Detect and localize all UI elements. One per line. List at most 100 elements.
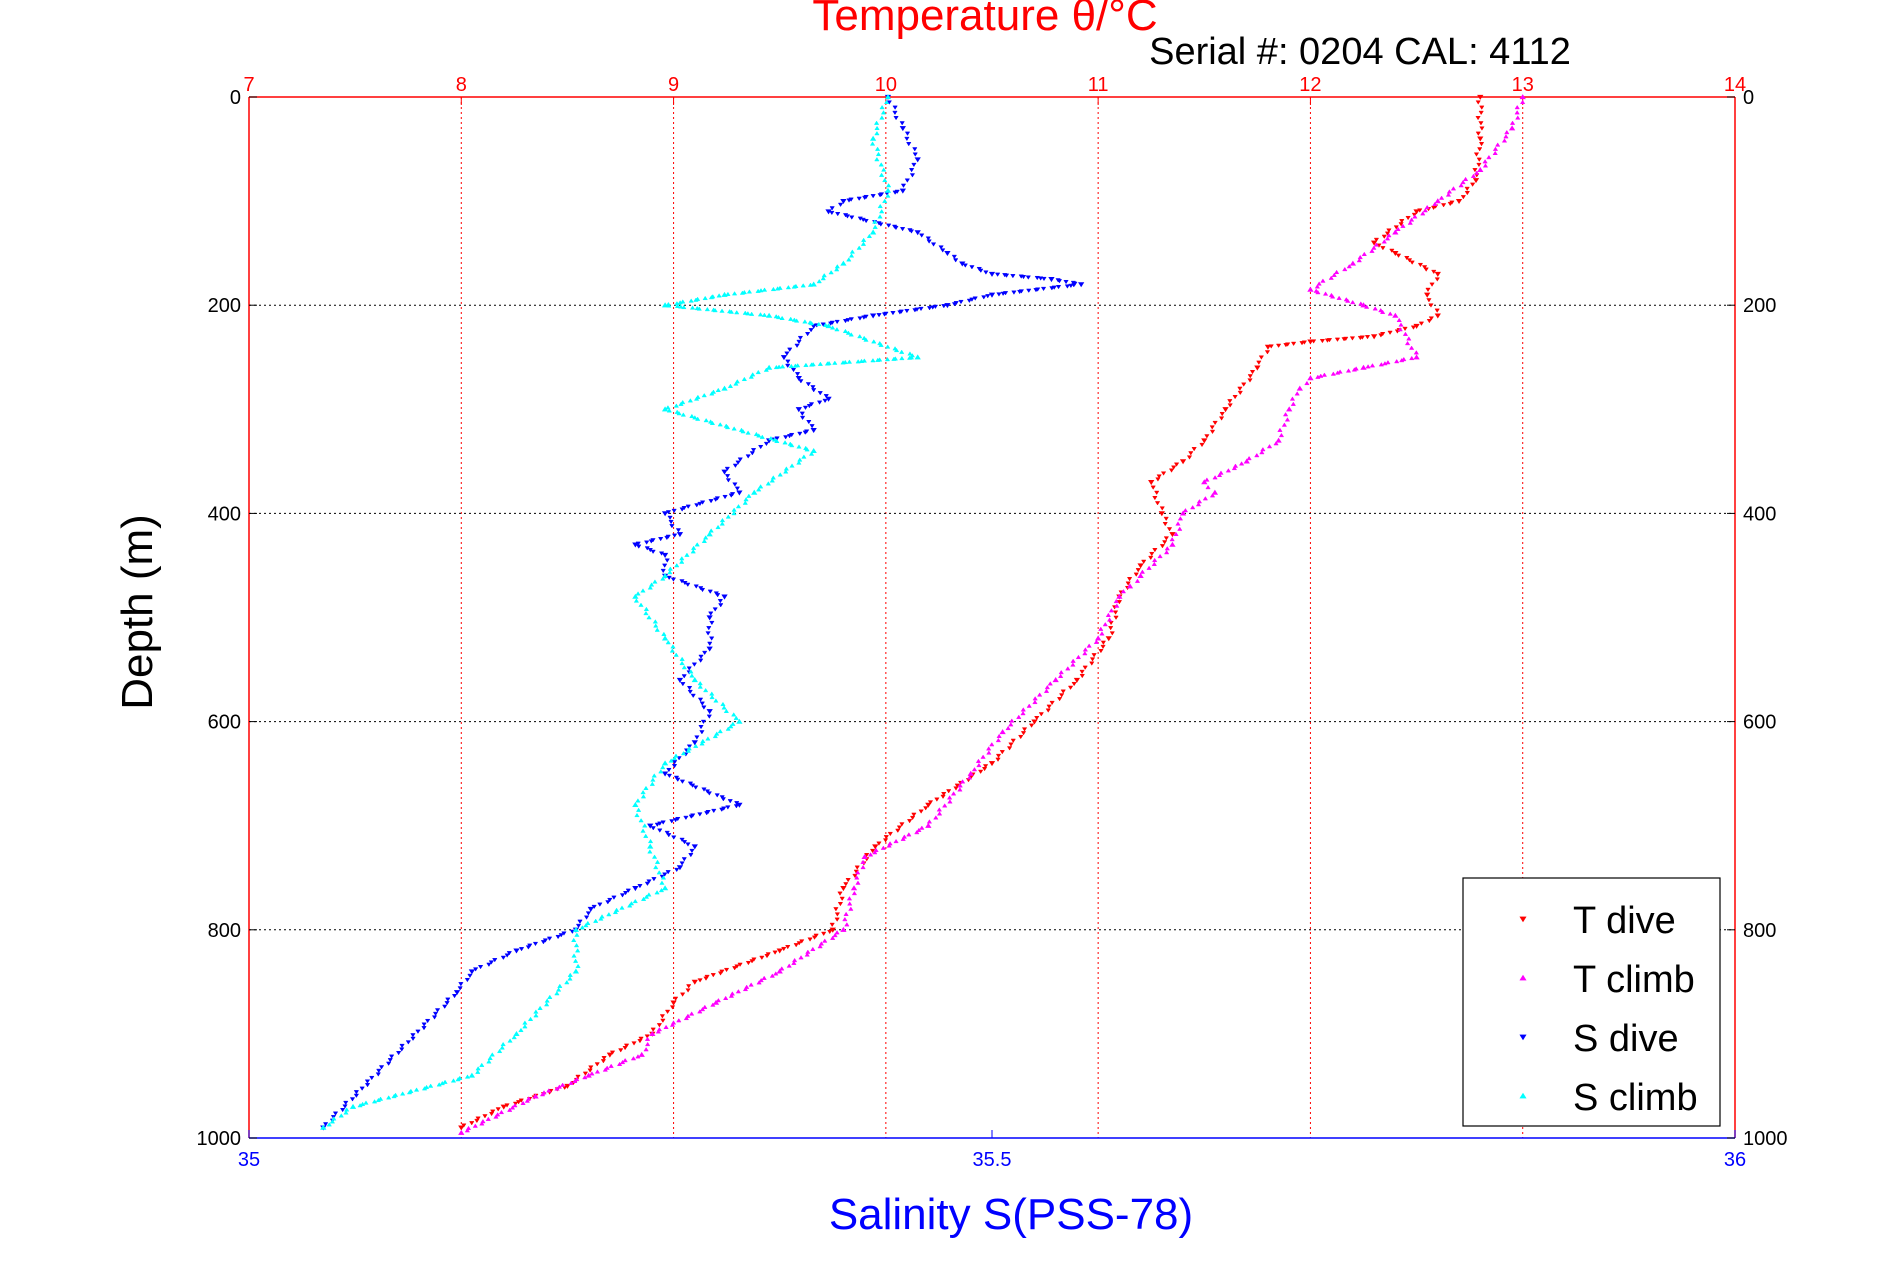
data-point-fill — [872, 224, 878, 229]
top-tick-label: 14 — [1724, 74, 1746, 96]
data-point-fill — [947, 799, 953, 804]
data-point-fill — [699, 730, 705, 735]
data-point-fill — [1408, 217, 1415, 222]
data-point — [1179, 510, 1187, 516]
data-point-fill — [784, 351, 790, 356]
data-point-fill — [916, 827, 922, 832]
data-point-fill — [688, 814, 694, 819]
data-point-fill — [326, 1122, 332, 1127]
data-point — [1360, 364, 1367, 370]
data-point-fill — [976, 762, 982, 768]
data-point-fill — [1216, 472, 1223, 478]
data-point-fill — [567, 972, 573, 977]
data-point-fill — [436, 1082, 442, 1087]
data-point-fill — [1047, 681, 1053, 686]
data-point-fill — [686, 984, 692, 989]
data-point-fill — [1365, 364, 1371, 369]
data-point-fill — [1086, 643, 1092, 648]
data-point-fill — [532, 941, 539, 947]
data-point-fill — [1156, 474, 1162, 479]
data-point — [1275, 437, 1282, 443]
data-point-fill — [722, 494, 728, 500]
data-point-fill — [715, 387, 721, 393]
data-point-fill — [723, 995, 729, 1000]
data-point-fill — [906, 355, 913, 360]
data-point-fill — [698, 658, 704, 663]
data-point-fill — [878, 172, 885, 177]
data-point-fill — [899, 349, 905, 354]
data-point-fill — [1139, 569, 1146, 574]
chart-subtitle: Serial #: 0204 CAL: 4112 — [1149, 31, 1571, 73]
data-point-fill — [1152, 495, 1158, 501]
data-point-fill — [1116, 600, 1123, 605]
data-point-fill — [329, 1119, 336, 1124]
data-point-fill — [699, 741, 705, 746]
data-point-fill — [756, 433, 762, 438]
data-point-fill — [820, 322, 826, 327]
data-point — [925, 822, 932, 828]
data-point-fill — [872, 850, 878, 855]
y-axis-label: Depth (m) — [113, 514, 162, 710]
data-point-fill — [1045, 708, 1051, 713]
data-point-fill — [705, 736, 711, 741]
data-point-fill — [1393, 225, 1399, 230]
data-point — [647, 843, 654, 849]
data-point — [776, 948, 783, 954]
series-s-climb — [320, 94, 921, 1130]
data-point — [914, 230, 921, 236]
data-point-fill — [809, 424, 815, 429]
data-point-fill — [748, 982, 754, 987]
data-point-fill — [823, 394, 829, 399]
data-point-fill — [1033, 288, 1039, 293]
data-point-fill — [660, 764, 666, 770]
data-point-fill — [936, 811, 943, 816]
data-point-fill — [1133, 572, 1139, 577]
data-point-fill — [697, 684, 703, 689]
data-point-fill — [969, 265, 975, 270]
data-point — [661, 406, 669, 412]
data-point-fill — [847, 901, 853, 906]
data-point-fill — [1373, 237, 1380, 243]
data-point-fill — [451, 994, 458, 999]
data-point-fill — [1479, 126, 1485, 131]
data-point-fill — [821, 273, 827, 278]
data-point-fill — [1363, 304, 1370, 309]
data-point-fill — [1404, 340, 1411, 346]
data-point — [1201, 479, 1208, 485]
data-point — [691, 740, 698, 746]
data-point — [1477, 166, 1484, 172]
data-point-fill — [914, 829, 920, 835]
data-point-fill — [690, 545, 697, 550]
data-point-fill — [808, 362, 815, 367]
data-point-fill — [730, 721, 736, 726]
data-point-fill — [897, 310, 903, 315]
data-point-fill — [660, 568, 666, 574]
data-point-fill — [689, 413, 695, 419]
data-point-fill — [567, 976, 573, 981]
data-point-fill — [712, 607, 718, 612]
data-point-fill — [654, 890, 660, 895]
data-point-fill — [844, 214, 851, 219]
data-point — [632, 886, 639, 892]
data-point-fill — [1373, 242, 1380, 247]
data-point-fill — [745, 960, 752, 966]
data-point-fill — [1020, 731, 1027, 736]
data-point-fill — [848, 332, 854, 337]
data-point-fill — [732, 463, 739, 468]
data-point-fill — [490, 1109, 496, 1114]
data-point-fill — [735, 989, 742, 994]
legend: T dive T climb S dive S climb — [1462, 877, 1721, 1127]
data-point-fill — [664, 830, 670, 836]
data-point-fill — [716, 293, 722, 298]
data-point-fill — [879, 209, 885, 214]
data-point-fill — [874, 130, 880, 136]
data-point-fill — [1100, 640, 1107, 645]
data-point-fill — [1395, 253, 1402, 258]
data-point-fill — [852, 873, 858, 879]
data-point-fill — [785, 945, 791, 950]
data-point-fill — [1134, 578, 1141, 583]
data-point-fill — [675, 528, 682, 533]
data-point — [1413, 354, 1420, 360]
data-point-fill — [1423, 267, 1429, 272]
data-point-fill — [450, 1078, 457, 1083]
